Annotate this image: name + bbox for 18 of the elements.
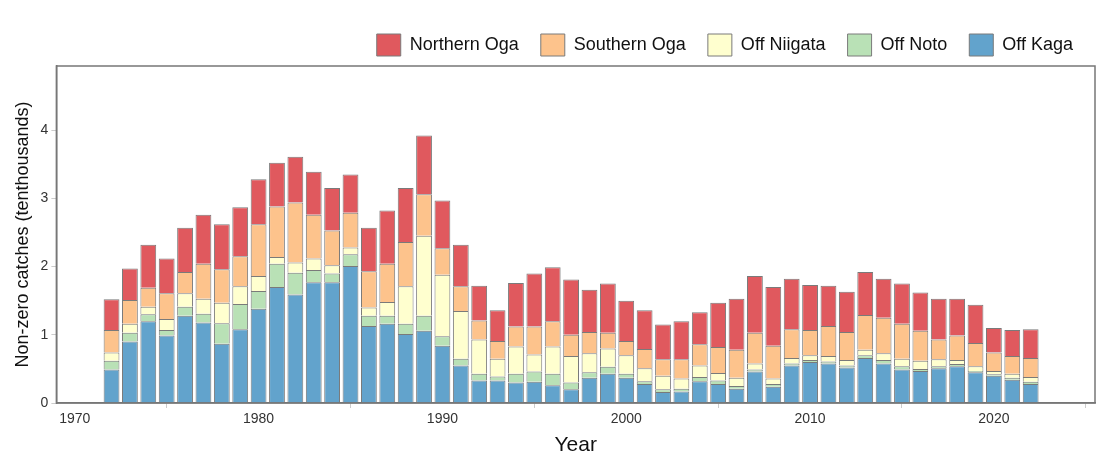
y-tick-label: 1 (40, 325, 49, 342)
legend-label: Off Niigata (740, 33, 827, 54)
legend-label: Southern Oga (573, 33, 687, 54)
x-tick-label: 2010 (794, 410, 826, 427)
y-tick-label: 2 (40, 257, 49, 274)
x-tick-label: 1980 (243, 410, 275, 427)
x-axis-title: Year (554, 432, 597, 456)
y-axis-title: Non-zero catches (tenthousands) (11, 101, 32, 368)
x-tick-label: 1970 (59, 410, 91, 427)
x-tick-label: 2020 (978, 410, 1010, 427)
y-tick-label: 0 (40, 393, 49, 410)
legend-label: Northern Oga (409, 33, 520, 54)
y-tick-label: 4 (40, 120, 49, 137)
x-tick-label: 2000 (610, 410, 643, 427)
legend-label: Off Noto (880, 33, 948, 54)
legend-label: Off Kaga (1002, 33, 1074, 54)
x-tick-label: 1990 (426, 410, 459, 427)
y-tick-label: 3 (40, 189, 49, 206)
